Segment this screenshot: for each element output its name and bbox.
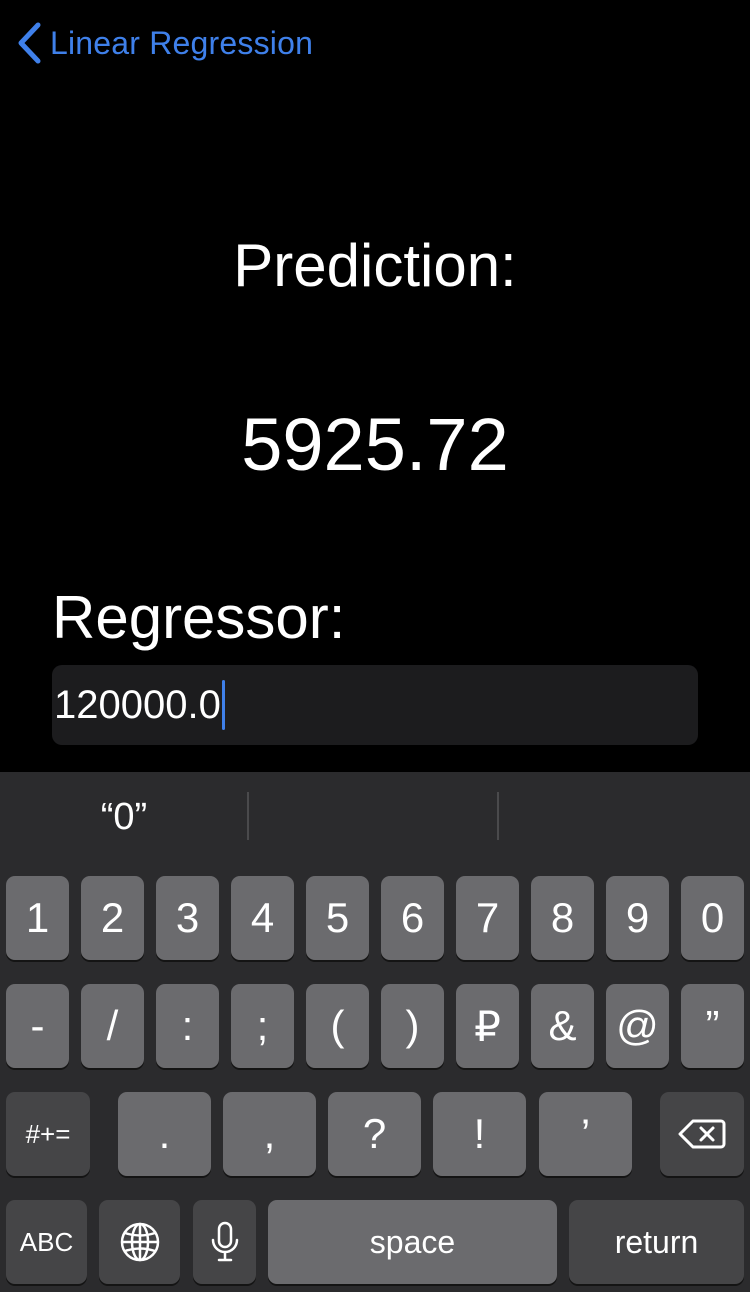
back-label: Linear Regression xyxy=(50,24,314,61)
prediction-title: Prediction: xyxy=(233,232,517,299)
regressor-input-value: 120000.0 xyxy=(54,682,221,727)
suggestion-bar: “0” xyxy=(0,772,750,862)
globe-icon xyxy=(119,1221,161,1263)
key-3[interactable]: 3 xyxy=(156,876,219,960)
key-6[interactable]: 6 xyxy=(381,876,444,960)
key-comma[interactable]: , xyxy=(223,1092,316,1176)
key-ruble[interactable]: ₽ xyxy=(456,984,519,1068)
key-slash[interactable]: / xyxy=(81,984,144,1068)
key-close-paren[interactable]: ) xyxy=(381,984,444,1068)
regressor-label: Regressor: xyxy=(52,584,346,651)
key-abc[interactable]: ABC xyxy=(6,1200,87,1284)
key-7[interactable]: 7 xyxy=(456,876,519,960)
text-caret xyxy=(221,680,225,730)
key-open-paren[interactable]: ( xyxy=(306,984,369,1068)
key-exclamation[interactable]: ! xyxy=(433,1092,526,1176)
chevron-left-icon xyxy=(14,18,46,68)
key-semicolon[interactable]: ; xyxy=(231,984,294,1068)
delete-button[interactable] xyxy=(660,1092,744,1176)
key-quote[interactable]: ” xyxy=(681,984,744,1068)
key-1[interactable]: 1 xyxy=(6,876,69,960)
key-0[interactable]: 0 xyxy=(681,876,744,960)
globe-button[interactable] xyxy=(99,1200,180,1284)
key-question[interactable]: ? xyxy=(328,1092,421,1176)
suggestion-2[interactable] xyxy=(249,772,498,862)
keyboard: “0” 1 2 3 4 5 6 7 8 9 0 - / : ; ( ) ₽ & … xyxy=(0,772,750,1292)
dictation-button[interactable] xyxy=(193,1200,256,1284)
space-key[interactable]: space xyxy=(268,1200,557,1284)
key-4[interactable]: 4 xyxy=(231,876,294,960)
key-colon[interactable]: : xyxy=(156,984,219,1068)
key-8[interactable]: 8 xyxy=(531,876,594,960)
suggestion-divider xyxy=(497,792,499,840)
suggestion-divider xyxy=(247,792,249,840)
key-at[interactable]: @ xyxy=(606,984,669,1068)
microphone-icon xyxy=(210,1221,240,1263)
key-5[interactable]: 5 xyxy=(306,876,369,960)
key-period[interactable]: . xyxy=(118,1092,211,1176)
backspace-icon xyxy=(678,1118,726,1150)
key-9[interactable]: 9 xyxy=(606,876,669,960)
regressor-input[interactable]: 120000.0 xyxy=(52,665,698,745)
suggestion-1[interactable]: “0” xyxy=(100,795,148,838)
suggestion-3[interactable] xyxy=(499,772,750,862)
key-apostrophe[interactable]: ’ xyxy=(539,1092,632,1176)
return-key[interactable]: return xyxy=(569,1200,744,1284)
key-symbols[interactable]: #+= xyxy=(6,1092,90,1176)
key-2[interactable]: 2 xyxy=(81,876,144,960)
prediction-value: 5925.72 xyxy=(241,403,509,486)
key-hyphen[interactable]: - xyxy=(6,984,69,1068)
key-ampersand[interactable]: & xyxy=(531,984,594,1068)
back-button[interactable]: Linear Regression xyxy=(14,18,313,68)
